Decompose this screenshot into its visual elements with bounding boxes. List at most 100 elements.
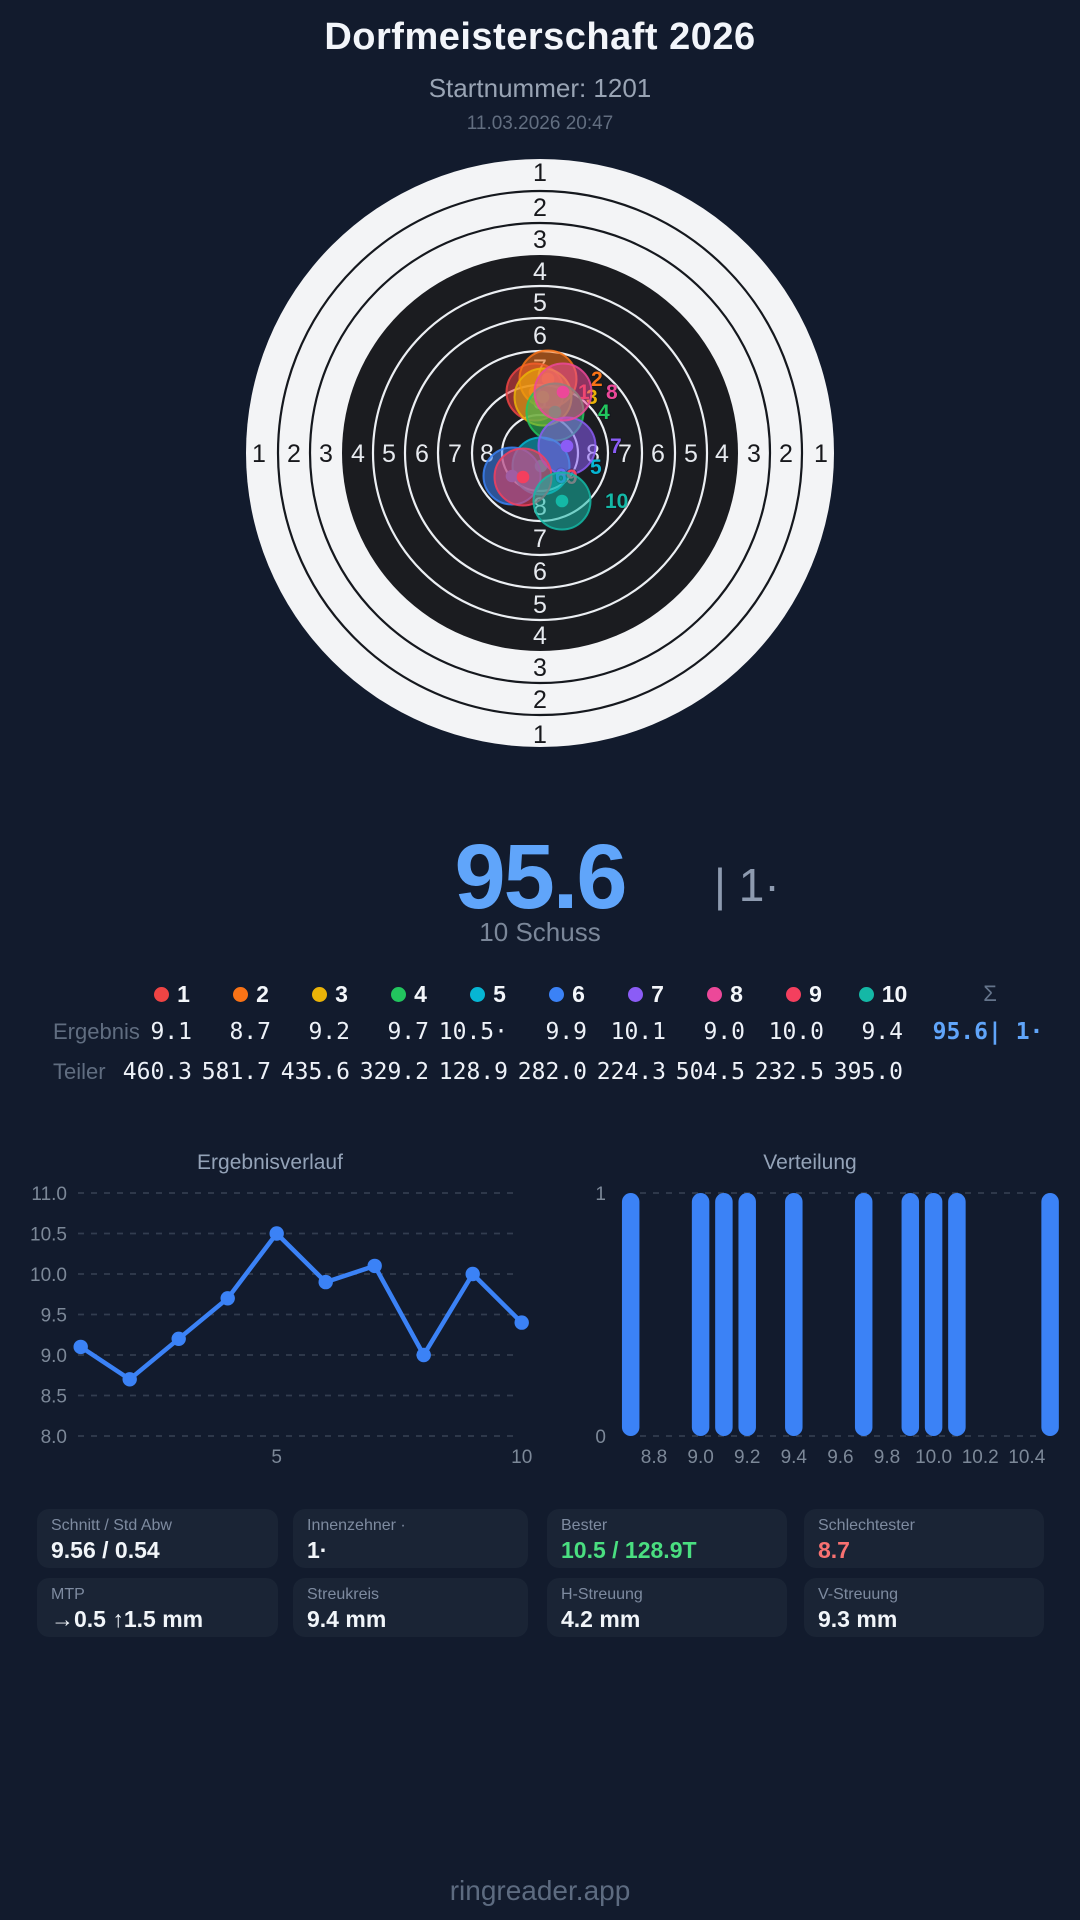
- shot-number: 4: [414, 980, 427, 1007]
- table-col-header-10: 10: [828, 980, 938, 1008]
- svg-text:8.0: 8.0: [41, 1427, 67, 1448]
- stat-card-streukreis: Streukreis 9.4 mm: [293, 1578, 528, 1637]
- shot-7: 7: [537, 416, 623, 476]
- shot-color-dot: [391, 986, 407, 1002]
- svg-text:10: 10: [605, 490, 628, 513]
- shot-number: 8: [730, 980, 743, 1007]
- svg-text:8: 8: [606, 381, 618, 404]
- stat-value: 1·: [307, 1537, 328, 1563]
- shot-color-dot: [549, 986, 565, 1002]
- ring-label: 4: [715, 440, 729, 468]
- stat-value: 8.7: [818, 1537, 850, 1563]
- teiler-cell: 581.7: [201, 1059, 271, 1085]
- line-chart-title: Ergebnisverlauf: [197, 1151, 343, 1174]
- ring-label: 4: [351, 440, 365, 468]
- ring-label: 5: [684, 440, 698, 468]
- shot-10: 10: [532, 471, 629, 531]
- ergebnis-cell: 9.0: [703, 1019, 745, 1045]
- stat-value: 4.2 mm: [561, 1606, 641, 1632]
- ring-label: 2: [533, 194, 547, 222]
- page-title: Dorfmeisterschaft 2026: [324, 16, 756, 58]
- shot-color-dot: [628, 986, 644, 1002]
- shot-number: 7: [651, 980, 664, 1007]
- ergebnis-cell: 10.0: [768, 1019, 824, 1045]
- ergebnis-cell: 8.7: [229, 1019, 271, 1045]
- stat-label: Bester: [561, 1517, 608, 1534]
- teiler-cell: 504.5: [675, 1059, 745, 1085]
- svg-text:9.8: 9.8: [874, 1447, 900, 1468]
- shot-number: 9: [809, 980, 822, 1007]
- ring-label: 2: [779, 440, 793, 468]
- svg-text:10.4: 10.4: [1008, 1447, 1045, 1468]
- shot-color-dot: [858, 986, 874, 1002]
- svg-text:4: 4: [598, 401, 610, 424]
- shooting-target: 1111222233334444555566667777888812345678…: [246, 159, 834, 748]
- ergebnis-cell: 9.2: [308, 1019, 350, 1045]
- stat-card-schlechtester: Schlechtester 8.7: [804, 1509, 1044, 1568]
- stat-card-innenzehner: Innenzehner · 1·: [293, 1509, 528, 1568]
- teiler-cell: 395.0: [833, 1059, 903, 1085]
- ring-label: 1: [814, 440, 828, 468]
- shot-color-dot: [707, 986, 723, 1002]
- svg-text:9.2: 9.2: [734, 1447, 760, 1468]
- shot-number: 2: [256, 980, 269, 1007]
- svg-text:5: 5: [590, 456, 602, 479]
- svg-text:9.0: 9.0: [687, 1447, 713, 1468]
- svg-text:10.0: 10.0: [915, 1447, 952, 1468]
- ring-label: 1: [252, 440, 266, 468]
- row-label-ergebnis: Ergebnis: [53, 1019, 140, 1044]
- ring-label: 3: [533, 226, 547, 254]
- ergebnis-cell: 9.1: [150, 1019, 192, 1045]
- ergebnis-cell: 9.4: [861, 1019, 903, 1045]
- stat-value: 9.56 / 0.54: [51, 1537, 160, 1563]
- table-col-header-7: 7: [591, 980, 701, 1008]
- teiler-cell: 282.0: [517, 1059, 587, 1085]
- stat-value: 10.5 / 128.9T: [561, 1537, 697, 1563]
- stat-label: V-Streuung: [818, 1586, 899, 1603]
- ring-label: 4: [533, 622, 547, 650]
- svg-text:9.5: 9.5: [41, 1306, 67, 1327]
- svg-text:9.6: 9.6: [827, 1447, 853, 1468]
- stat-label: MTP: [51, 1586, 85, 1603]
- ring-label: 6: [651, 440, 665, 468]
- teiler-cell: 128.9: [438, 1059, 508, 1085]
- svg-text:2: 2: [591, 368, 603, 391]
- bar-chart-title: Verteilung: [763, 1151, 857, 1174]
- svg-text:10.2: 10.2: [962, 1447, 999, 1468]
- row-label-teiler: Teiler: [53, 1059, 106, 1084]
- verteilung-chart: 1 0 8.8 9.0 9.2 9.4 9.6 9.8 10.0 10.2 10.4: [595, 1184, 1059, 1468]
- stat-card-h-streuung: H-Streuung 4.2 mm: [547, 1578, 787, 1637]
- ergebnis-cell: 9.7: [387, 1019, 429, 1045]
- ring-label: 3: [533, 654, 547, 682]
- svg-text:10.0: 10.0: [30, 1265, 67, 1286]
- table-col-header-8: 8: [670, 980, 780, 1008]
- inner-tens-count: | 1·: [714, 859, 780, 911]
- ring-label: 4: [533, 258, 547, 286]
- shot-count-label: 10 Schuss: [479, 917, 601, 947]
- stat-label: Innenzehner ·: [307, 1517, 406, 1534]
- table-col-header-1: 1: [117, 980, 227, 1008]
- svg-text:10.5: 10.5: [30, 1225, 67, 1246]
- ring-label: 3: [319, 440, 333, 468]
- shot-number: 6: [572, 980, 585, 1007]
- ring-label: 1: [533, 159, 547, 187]
- ergebnis-cell: 10.1: [610, 1019, 666, 1045]
- ring-label: 5: [533, 289, 547, 317]
- ring-label: 1: [533, 721, 547, 748]
- ring-label: 7: [618, 440, 632, 468]
- teiler-cell: 224.3: [596, 1059, 666, 1085]
- teiler-cell: 232.5: [754, 1059, 824, 1085]
- shot-number: 5: [493, 980, 506, 1007]
- svg-text:5: 5: [271, 1447, 282, 1468]
- shot-color-dot: [470, 986, 486, 1002]
- stat-label: H-Streuung: [561, 1586, 643, 1603]
- ergebnis-cell: 10.5·: [438, 1019, 508, 1045]
- total-score: 95.6: [454, 826, 627, 928]
- table-col-header-2: 2: [196, 980, 306, 1008]
- teiler-cell: 435.6: [280, 1059, 350, 1085]
- ring-label: 2: [287, 440, 301, 468]
- shot-number: 3: [335, 980, 348, 1007]
- teiler-cell: 329.2: [359, 1059, 429, 1085]
- stat-label: Streukreis: [307, 1586, 380, 1603]
